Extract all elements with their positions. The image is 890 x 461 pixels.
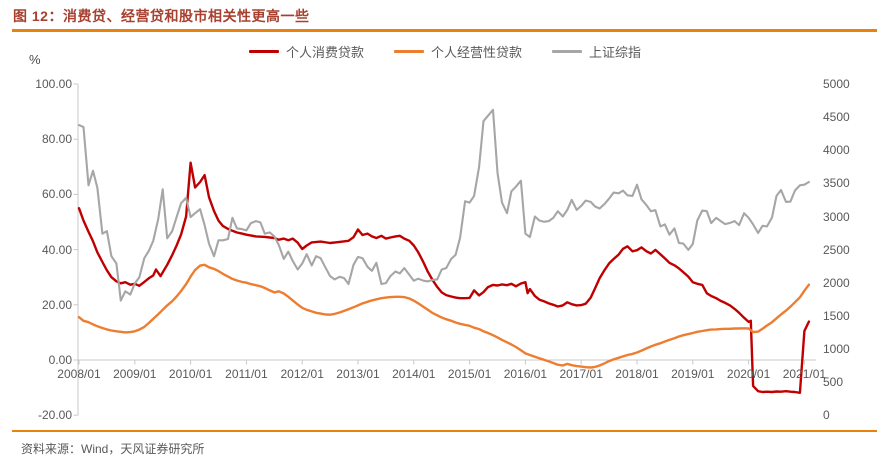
- x-axis-tick-label: 2012/01: [280, 367, 324, 381]
- right-axis-tick-label: 4500: [823, 110, 850, 125]
- legend-key-line-2: [393, 49, 424, 53]
- right-axis-tick-label: 1500: [823, 308, 850, 323]
- legend-label-3: 上证综指: [589, 44, 642, 60]
- left-axis-tick-label: 20.00: [41, 297, 72, 312]
- source-note: 资料来源：Wind，天风证券研究所: [21, 442, 205, 456]
- right-axis-tick-label: 2000: [823, 275, 850, 290]
- right-axis-tick-label: 5000: [823, 77, 850, 91]
- right-axis-tick-label: 1000: [823, 342, 850, 356]
- legend-item-1: 个人消费贷款: [248, 42, 364, 61]
- right-axis-tick-label: 3000: [823, 209, 850, 224]
- series-consumer-loans: [77, 161, 811, 394]
- legend: 个人消费贷款 个人经营性贷款 上证综指: [0, 42, 890, 61]
- x-axis-tick-label: 2013/01: [336, 367, 380, 381]
- left-axis-tick-label: 60.00: [41, 187, 72, 202]
- legend-key-line-1: [248, 49, 279, 53]
- legend-key-line-3: [552, 49, 582, 53]
- x-axis-tick-label: 2015/01: [447, 367, 492, 381]
- right-axis-tick-label: 4000: [823, 143, 850, 158]
- left-axis-tick-label: 100.00: [35, 77, 72, 91]
- right-axis-tick-label: 500: [823, 375, 844, 390]
- x-axis-tick-label: 2011/01: [225, 367, 268, 381]
- x-axis-tick-label: 2017/01: [559, 367, 603, 381]
- figure-title: 图 12：消费贷、经营贷和股市相关性更高一些: [13, 8, 310, 24]
- x-axis-tick-label: 2010/01: [168, 367, 213, 381]
- x-axis-tick-label: 2020/01: [726, 367, 771, 381]
- x-axis-tick-label: 2009/01: [113, 367, 157, 381]
- left-axis-tick-label: -20.00: [37, 408, 72, 423]
- legend-label-2: 个人经营性贷款: [430, 44, 522, 60]
- source-rule: [12, 430, 877, 432]
- x-axis-tick-label: 2008/01: [57, 367, 101, 381]
- left-axis-unit-label: %: [29, 52, 41, 67]
- left-axis-tick-label: 80.00: [41, 132, 72, 147]
- series-business-loans: [77, 263, 811, 369]
- right-axis-tick-label: 0: [823, 408, 830, 423]
- x-axis-tick-label: 2014/01: [392, 367, 436, 381]
- right-axis-tick-label: 2500: [823, 242, 850, 257]
- legend-item-2: 个人经营性贷款: [393, 42, 522, 61]
- x-axis-tick-label: 2016/01: [503, 367, 548, 381]
- x-axis-tick-label: 2018/01: [615, 367, 659, 381]
- x-axis-tick-label: 2021/01: [782, 367, 827, 381]
- legend-item-3: 上证综指: [552, 42, 641, 61]
- x-axis-tick-label: 2019/01: [671, 367, 715, 381]
- left-axis-tick-label: 40.00: [41, 242, 72, 257]
- title-rule: [12, 29, 877, 32]
- series-sse-index: [77, 108, 810, 302]
- left-axis-tick-label: 0.00: [48, 353, 72, 367]
- right-axis-tick-label: 3500: [823, 176, 850, 191]
- legend-label-1: 个人消费贷款: [285, 44, 364, 60]
